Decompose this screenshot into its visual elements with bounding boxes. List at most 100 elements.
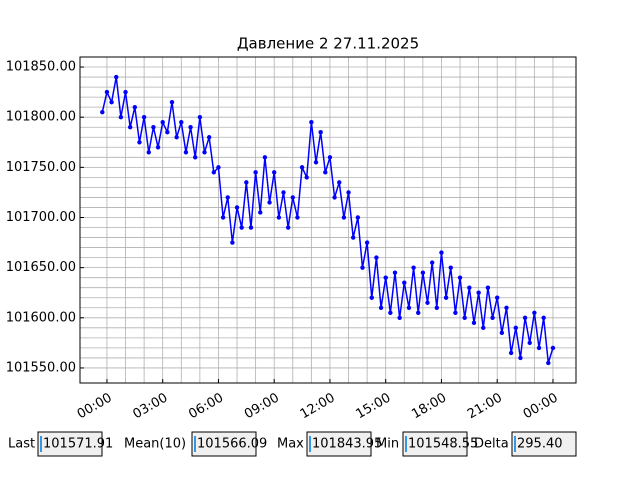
series-point [100,109,105,115]
series-point [402,280,407,285]
series-point [448,265,453,270]
series-point [234,205,240,210]
series-point [481,325,486,331]
readout-label: Delta [474,437,509,452]
series-point [485,285,491,290]
chart-title: Давление 2 27.11.2025 [237,35,419,53]
series-point [541,315,546,320]
series-point [471,320,477,326]
series-point [313,160,319,165]
series-point [169,99,175,105]
readout-value: 101571.91 [43,437,113,452]
series-point [495,295,500,300]
series-point [388,310,393,315]
readout-value: 101548.55 [408,437,478,452]
readout-box[interactable] [306,431,372,457]
series-point [179,120,184,125]
series-point [272,170,277,175]
y-tick-label: 101800.00 [6,110,76,125]
series-point [532,310,537,315]
readout-box[interactable] [191,431,257,457]
series-point [411,265,416,270]
series-point [299,165,305,170]
series-point [499,330,505,336]
series-point [550,345,556,351]
series-point [276,215,282,220]
series-point [327,155,333,160]
plot [100,74,556,366]
series-point [239,225,244,230]
series-point [332,195,337,200]
readout-label: Min [376,437,399,452]
series-point [193,155,198,160]
readout-value: 101843.95 [312,437,382,452]
series-point [504,305,509,310]
series-point [536,345,542,351]
readout-box[interactable] [37,431,103,457]
series-point [165,130,170,135]
y-tick-label: 101550.00 [6,360,76,375]
series-point [188,125,193,130]
series-point [518,355,523,361]
readout-label: Last [8,437,35,452]
series-point [211,170,217,175]
series-point [346,190,351,195]
series-point [244,180,249,185]
series-point [230,240,235,245]
series-point [364,240,370,245]
readout-label: Max [277,437,304,452]
series-point [546,360,551,366]
series-point [527,340,532,346]
series-point [425,300,430,305]
series-point [262,155,268,160]
series-point [378,305,384,310]
series-point [467,285,472,290]
series-point [141,114,147,120]
series-point [355,215,361,220]
series-point [285,225,291,230]
readout-box[interactable] [402,431,468,457]
series-point [462,315,467,320]
series-point [350,235,356,240]
series-point [443,295,449,300]
series-point [337,180,342,185]
readout-value: 101566.09 [197,437,267,452]
series-point [132,104,138,110]
series-point [197,114,203,120]
readout-label: Mean(10) [124,437,186,452]
series-point [397,315,402,320]
series-point [434,305,440,310]
grid [80,57,576,383]
plot-frame [79,56,577,384]
series-point [267,200,272,205]
y-tick-label: 101750.00 [6,160,76,175]
series-point [216,165,221,170]
series-point [248,225,254,230]
series-point [513,325,518,331]
series-point [406,305,412,310]
series-point [457,275,463,280]
series-point [155,145,161,150]
series-point [104,89,110,95]
readouts: Last 101571.91 Mean(10) 101566.09 Max 101843.… [8,431,577,457]
series-point [476,290,481,295]
series-point [323,170,328,175]
series-point [114,74,119,80]
series-point [295,215,300,220]
series-point [369,295,374,300]
series-point [206,135,212,140]
series-point [416,310,421,315]
readout-box[interactable] [511,431,577,457]
series-point [522,315,528,320]
series-point [429,260,435,265]
series-point [258,210,263,215]
readout-value: 295.40 [517,437,563,452]
series-point [220,215,226,220]
series-point [374,255,379,260]
series-point [123,89,128,95]
series-point [281,190,286,195]
series-point [290,195,295,200]
series-point [383,275,388,280]
series-point [151,125,156,130]
series-point [146,150,151,155]
